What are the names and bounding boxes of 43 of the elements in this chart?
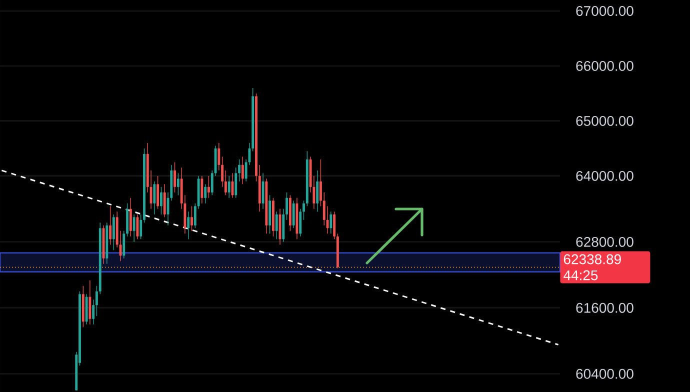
candlestick [275,211,278,240]
candlestick [112,214,115,251]
candlestick [302,200,305,220]
candlestick [241,156,244,185]
candlestick [320,159,322,207]
candlestick [224,170,227,196]
candlestick [174,162,176,193]
candlestick [163,184,166,218]
candlestick [333,211,336,240]
ref-line-label: 62338.89 44:25 [564,254,621,280]
y-tick-label: 60400.00 [576,368,634,379]
candlestick [299,208,302,237]
candlestick [122,230,126,259]
candlestick [292,200,295,229]
y-tick-label: 64000.00 [576,170,634,181]
candlestick [140,214,142,240]
y-tick-label: 62800.00 [576,236,634,247]
candlestick [204,184,207,204]
candlestick [132,214,136,242]
y-tick-label: 67000.00 [576,6,634,16]
y-tick-label: 66000.00 [576,61,634,71]
candlestick [160,186,162,215]
candlestick [238,159,240,182]
candlestick [129,198,132,237]
y-tick-label: 61600.00 [576,302,634,313]
candlestick [156,176,160,210]
candlestick [92,299,95,325]
candlestick [176,172,180,196]
candlestick [153,181,156,215]
candlestick [208,176,210,198]
candlestick [316,170,319,212]
candlestick [228,176,230,198]
candlestick [136,214,139,240]
candlestick [88,280,92,325]
candlestick [330,211,332,234]
candlestick [109,206,112,246]
y-tick-label: 65000.00 [576,116,634,126]
candlestick [96,286,98,316]
candlestick [190,206,193,232]
candlestick [200,176,204,204]
candlestick [234,167,238,198]
candlestick [262,172,264,210]
candlestick [187,211,190,240]
